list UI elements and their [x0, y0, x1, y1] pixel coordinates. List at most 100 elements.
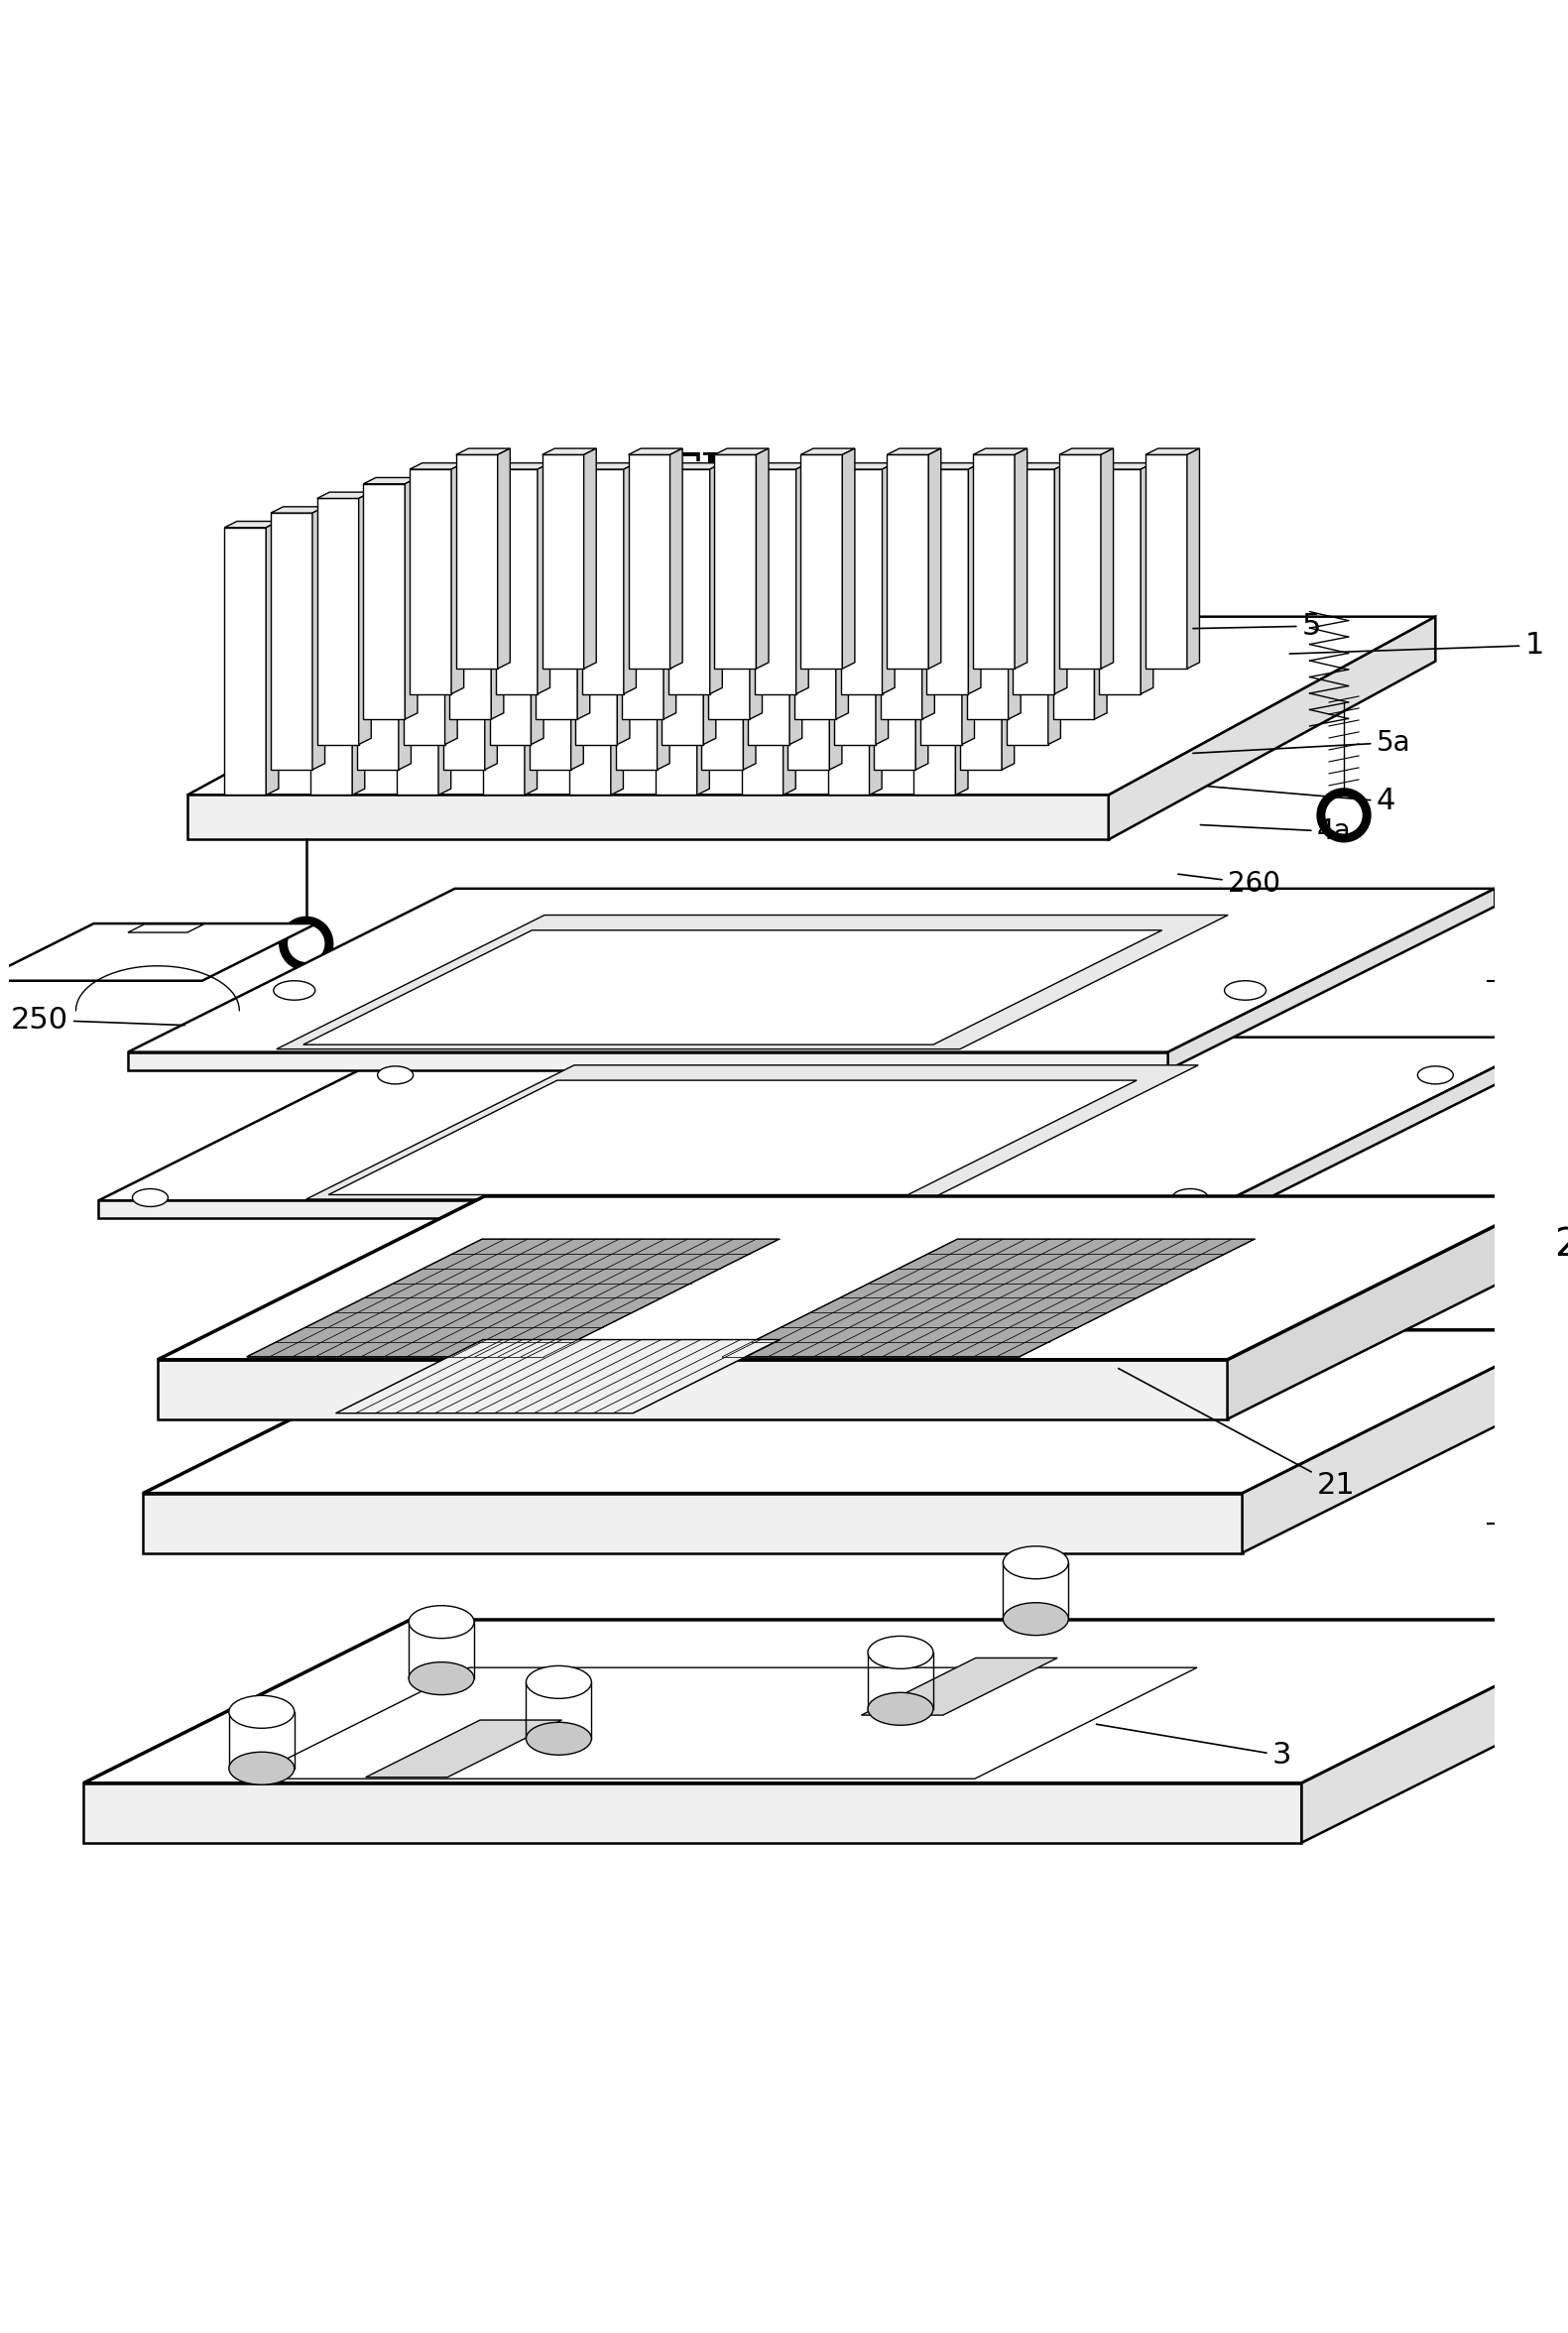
Polygon shape	[452, 462, 464, 693]
Polygon shape	[873, 506, 928, 513]
Polygon shape	[129, 924, 204, 933]
Polygon shape	[582, 469, 624, 693]
Polygon shape	[1146, 448, 1200, 455]
Polygon shape	[359, 492, 372, 744]
Polygon shape	[143, 1330, 1568, 1493]
Polygon shape	[1047, 492, 1060, 744]
Polygon shape	[397, 520, 452, 527]
Polygon shape	[444, 506, 497, 513]
Polygon shape	[1228, 1038, 1554, 1218]
Polygon shape	[655, 527, 696, 796]
Circle shape	[1317, 789, 1370, 842]
Polygon shape	[129, 1052, 1168, 1071]
Polygon shape	[961, 492, 974, 744]
Polygon shape	[709, 478, 762, 483]
Polygon shape	[1109, 616, 1435, 840]
Text: 5: 5	[1193, 611, 1320, 642]
Polygon shape	[1099, 462, 1152, 469]
Polygon shape	[829, 506, 842, 770]
Ellipse shape	[229, 1696, 295, 1729]
Polygon shape	[409, 469, 452, 693]
Polygon shape	[358, 513, 398, 770]
Polygon shape	[83, 1619, 1568, 1782]
Polygon shape	[456, 455, 497, 670]
Polygon shape	[403, 492, 458, 499]
Polygon shape	[310, 527, 353, 796]
Polygon shape	[224, 520, 279, 527]
Polygon shape	[364, 478, 417, 483]
Polygon shape	[575, 499, 618, 744]
Polygon shape	[450, 478, 503, 483]
Polygon shape	[1146, 455, 1187, 670]
Polygon shape	[1008, 478, 1021, 719]
Circle shape	[279, 917, 332, 971]
Polygon shape	[543, 448, 596, 455]
Polygon shape	[1007, 492, 1060, 499]
Text: 21: 21	[1118, 1369, 1355, 1500]
Polygon shape	[709, 483, 750, 719]
Polygon shape	[497, 448, 510, 670]
Polygon shape	[267, 520, 279, 796]
Polygon shape	[312, 506, 325, 770]
Polygon shape	[358, 506, 411, 513]
Polygon shape	[143, 1493, 1242, 1554]
Polygon shape	[754, 469, 797, 693]
Polygon shape	[916, 506, 928, 770]
Text: 1: 1	[1289, 630, 1544, 660]
Polygon shape	[1301, 1619, 1568, 1843]
Polygon shape	[1014, 448, 1027, 670]
Polygon shape	[969, 462, 982, 693]
Polygon shape	[1101, 448, 1113, 670]
Polygon shape	[754, 462, 809, 469]
Polygon shape	[701, 513, 743, 770]
Polygon shape	[836, 478, 848, 719]
Polygon shape	[974, 448, 1027, 455]
Polygon shape	[450, 483, 491, 719]
Polygon shape	[624, 462, 637, 693]
Polygon shape	[668, 462, 723, 469]
Ellipse shape	[1417, 1066, 1454, 1085]
Polygon shape	[710, 462, 723, 693]
Polygon shape	[530, 506, 583, 513]
Text: 250: 250	[11, 1006, 185, 1034]
Polygon shape	[723, 1239, 1254, 1358]
Polygon shape	[398, 506, 411, 770]
Polygon shape	[750, 478, 762, 719]
Polygon shape	[485, 506, 497, 770]
Ellipse shape	[1004, 1547, 1068, 1579]
Polygon shape	[525, 520, 538, 796]
Ellipse shape	[132, 1190, 168, 1206]
Polygon shape	[246, 1239, 779, 1358]
Polygon shape	[317, 499, 359, 744]
Polygon shape	[840, 462, 895, 469]
Polygon shape	[883, 462, 895, 693]
Polygon shape	[927, 469, 969, 693]
Polygon shape	[495, 462, 550, 469]
Polygon shape	[439, 520, 452, 796]
Polygon shape	[842, 448, 855, 670]
Polygon shape	[704, 492, 717, 744]
Text: 2: 2	[1554, 1225, 1568, 1264]
Polygon shape	[158, 1360, 1228, 1418]
Polygon shape	[834, 492, 887, 499]
Polygon shape	[489, 492, 544, 499]
Polygon shape	[483, 520, 538, 527]
Polygon shape	[877, 492, 887, 744]
Polygon shape	[445, 492, 458, 744]
Polygon shape	[571, 506, 583, 770]
Text: (PRIOR ART): (PRIOR ART)	[579, 497, 925, 544]
Polygon shape	[83, 1782, 1301, 1843]
Polygon shape	[663, 478, 676, 719]
Ellipse shape	[867, 1635, 933, 1668]
Polygon shape	[787, 506, 842, 513]
Polygon shape	[715, 455, 756, 670]
Polygon shape	[1013, 469, 1055, 693]
Text: 3: 3	[1096, 1724, 1292, 1771]
Polygon shape	[538, 462, 550, 693]
Polygon shape	[960, 506, 1014, 513]
Polygon shape	[397, 527, 439, 796]
Polygon shape	[224, 527, 267, 796]
Polygon shape	[532, 492, 544, 744]
Ellipse shape	[1225, 980, 1265, 1001]
Polygon shape	[748, 499, 790, 744]
